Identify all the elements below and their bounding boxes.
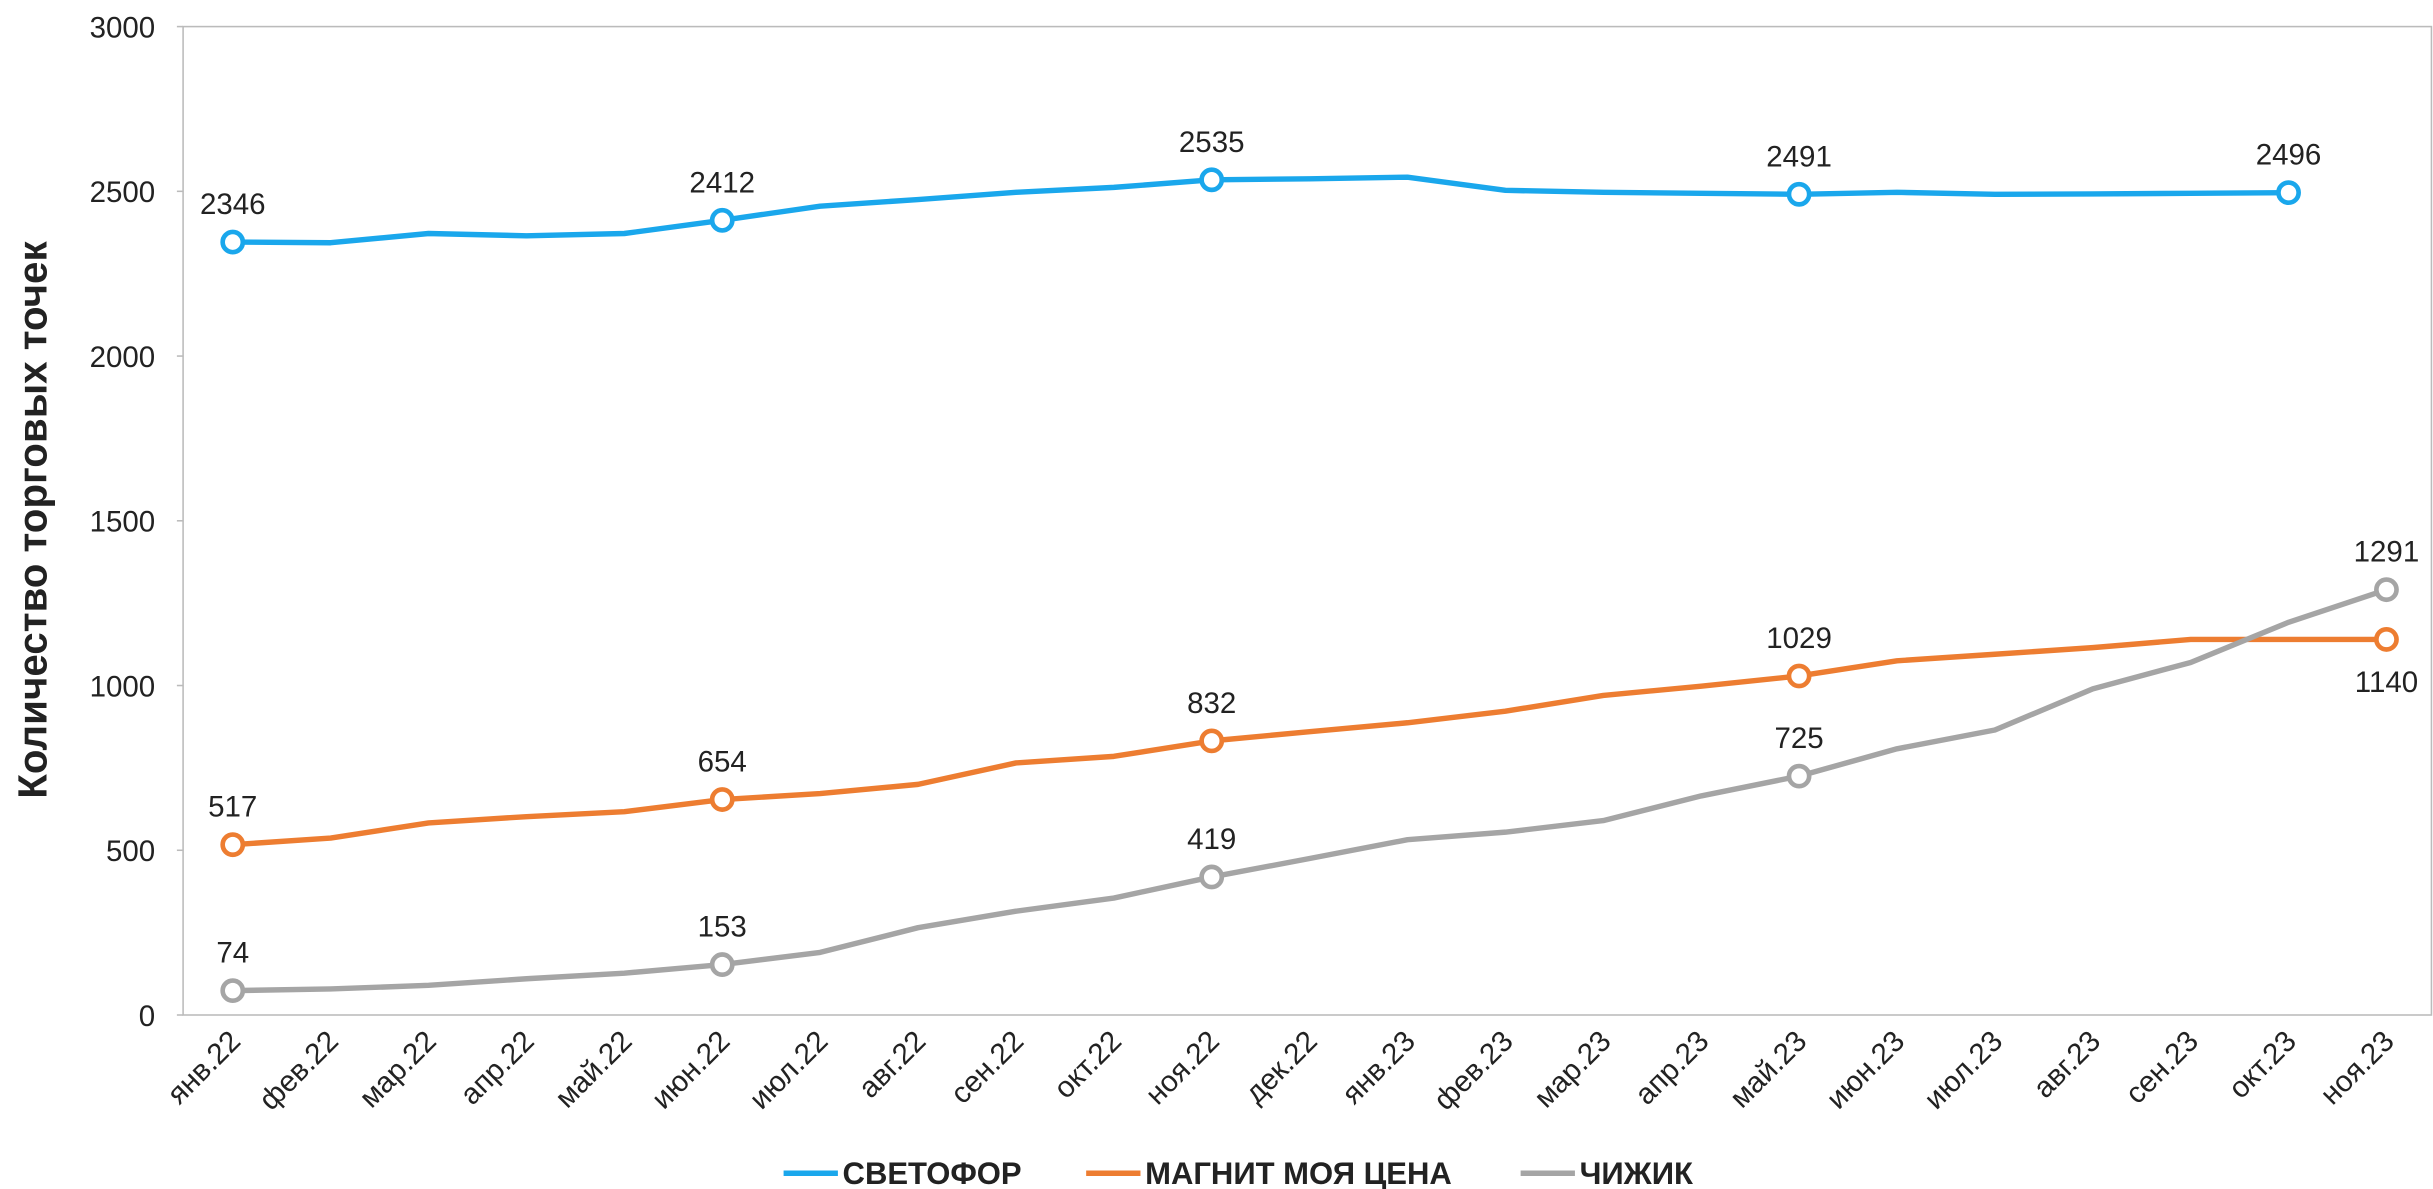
data-label: 654 bbox=[698, 746, 747, 779]
point-marker bbox=[2374, 577, 2399, 603]
x-tick-label: май.22 bbox=[549, 1025, 639, 1115]
x-tick-label: мар.23 bbox=[1528, 1025, 1618, 1115]
x-tick-label: сен.22 bbox=[944, 1025, 1030, 1111]
data-label: 832 bbox=[1187, 687, 1236, 720]
y-tick-label: 1500 bbox=[90, 506, 156, 539]
y-axis-title: Количество торговых точек bbox=[10, 241, 56, 799]
data-label: 1140 bbox=[2355, 666, 2418, 699]
x-tick-label: июн.22 bbox=[645, 1025, 736, 1116]
x-tick-label: окт.22 bbox=[1048, 1025, 1128, 1105]
x-tick-label: апр.22 bbox=[454, 1025, 541, 1112]
x-tick-label: авг.22 bbox=[852, 1025, 932, 1105]
data-label: 1291 bbox=[2354, 536, 2420, 569]
data-label: 725 bbox=[1774, 722, 1823, 755]
x-tick-label: июн.23 bbox=[1820, 1025, 1911, 1116]
data-label: 2346 bbox=[200, 188, 266, 221]
x-tick-label: дек.22 bbox=[1239, 1025, 1324, 1110]
data-label: 2491 bbox=[1766, 140, 1832, 173]
x-tick-label: янв.22 bbox=[161, 1025, 247, 1111]
y-tick-label: 0 bbox=[139, 1000, 155, 1033]
legend-label: МАГНИТ МОЯ ЦЕНА bbox=[1145, 1156, 1452, 1189]
data-label: 2496 bbox=[2256, 139, 2322, 172]
data-label: 419 bbox=[1187, 823, 1236, 856]
series-line bbox=[232, 587, 2388, 994]
x-tick-label: июл.23 bbox=[1918, 1025, 2009, 1116]
point-marker bbox=[1786, 763, 1812, 789]
x-tick-label: ноя.22 bbox=[1139, 1025, 1226, 1112]
x-tick-label: фев.23 bbox=[1428, 1025, 1520, 1117]
x-tick-label: окт.23 bbox=[2222, 1025, 2302, 1105]
data-label: 2535 bbox=[1179, 126, 1245, 159]
y-tick-label: 3000 bbox=[90, 11, 156, 44]
point-marker bbox=[1786, 181, 1812, 207]
x-tick-label: апр.23 bbox=[1629, 1025, 1716, 1112]
data-label: 74 bbox=[216, 937, 249, 970]
point-marker bbox=[220, 978, 246, 1004]
point-marker bbox=[1199, 167, 1225, 193]
x-tick-label: ноя.23 bbox=[2314, 1025, 2401, 1112]
point-marker bbox=[709, 952, 735, 978]
point-marker bbox=[2374, 626, 2399, 652]
data-label: 2412 bbox=[689, 166, 755, 199]
legend-label: СВЕТОФОР bbox=[843, 1156, 1022, 1189]
point-marker bbox=[220, 832, 246, 858]
point-marker bbox=[2276, 180, 2301, 206]
y-tick-label: 1000 bbox=[90, 670, 156, 703]
point-marker bbox=[709, 207, 735, 233]
series-line bbox=[232, 174, 2289, 246]
y-tick-label: 2500 bbox=[90, 176, 156, 209]
data-label: 1029 bbox=[1766, 622, 1832, 655]
point-marker bbox=[1786, 663, 1812, 689]
legend-label: ЧИЖИК bbox=[1580, 1156, 1693, 1189]
x-tick-label: авг.23 bbox=[2027, 1025, 2107, 1105]
y-tick-label: 500 bbox=[106, 835, 155, 868]
y-tick-label: 2000 bbox=[90, 341, 156, 374]
point-marker bbox=[1199, 728, 1225, 754]
point-marker bbox=[709, 787, 735, 812]
x-tick-label: мар.22 bbox=[353, 1025, 443, 1115]
x-tick-label: янв.23 bbox=[1336, 1025, 1422, 1111]
series-line bbox=[232, 636, 2387, 848]
data-label: 517 bbox=[208, 791, 257, 824]
plot-area bbox=[182, 25, 2433, 1016]
point-marker bbox=[1199, 864, 1225, 890]
x-tick-label: июл.22 bbox=[743, 1025, 834, 1116]
data-label: 153 bbox=[698, 911, 747, 944]
x-tick-label: май.23 bbox=[1723, 1025, 1813, 1115]
x-tick-label: сен.23 bbox=[2119, 1025, 2205, 1111]
x-tick-label: фев.22 bbox=[253, 1025, 345, 1117]
point-marker bbox=[220, 229, 246, 255]
